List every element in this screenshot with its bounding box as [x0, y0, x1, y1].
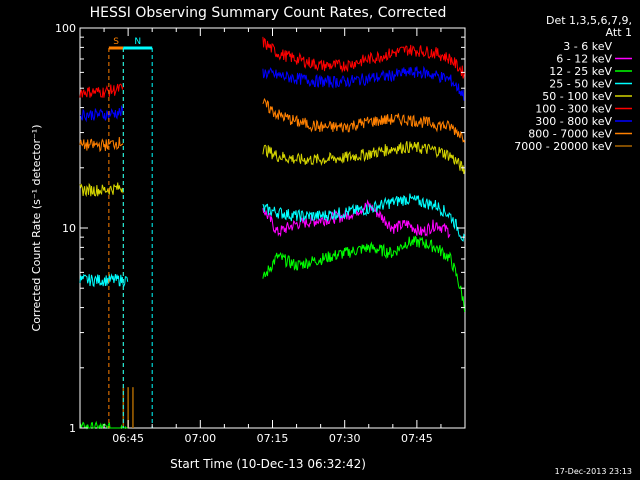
series-line — [262, 235, 466, 312]
legend-entry-label: 6 - 12 keV — [556, 53, 612, 66]
legend-header-line-2: Att 1 — [606, 26, 632, 39]
legend-entry-label: 25 - 50 keV — [549, 78, 612, 91]
y-axis-label: Corrected Count Rate (s⁻¹ detector⁻¹) — [30, 125, 43, 332]
series-line — [79, 83, 124, 98]
legend-entry-label: 50 - 100 keV — [542, 90, 612, 103]
series-line — [262, 97, 466, 143]
x-tick-label: 06:45 — [112, 432, 144, 445]
series-3 — [79, 193, 466, 288]
legend-header-line-1: Det 1,3,5,6,7,9, — [546, 14, 632, 27]
flag-label: S — [113, 37, 119, 47]
legend-entry-label: 7000 - 20000 keV — [514, 140, 612, 153]
y-tick-label: 100 — [55, 22, 76, 35]
series-line — [262, 65, 465, 101]
series-2 — [79, 235, 466, 430]
series-line — [262, 193, 466, 242]
series-4 — [79, 141, 466, 198]
legend-entry-label: 12 - 25 keV — [549, 65, 612, 78]
chart-title: HESSI Observing Summary Count Rates, Cor… — [90, 5, 447, 21]
x-tick-label: 07:30 — [329, 432, 361, 445]
series-line — [262, 36, 466, 79]
legend-entry-label: 300 - 800 keV — [535, 115, 612, 128]
x-axis-label: Start Time (10-Dec-13 06:32:42) — [170, 457, 366, 471]
y-tick-label: 10 — [62, 222, 76, 235]
series-line — [262, 141, 466, 175]
plot-layer: S N 1 10 100 06:45 07:00 07:15 07:30 07:45 — [55, 22, 466, 445]
series-7 — [79, 97, 466, 153]
series-6 — [79, 65, 465, 123]
series-line — [79, 137, 124, 153]
footer-date: 17-Dec-2013 23:13 — [555, 467, 632, 476]
series-5 — [79, 36, 466, 98]
series-line — [79, 273, 129, 288]
x-tick-label: 07:15 — [257, 432, 289, 445]
series-line — [79, 104, 124, 123]
series-0 — [262, 285, 451, 333]
legend-entry-label: 800 - 7000 keV — [528, 128, 612, 141]
x-tick-label: 07:00 — [184, 432, 216, 445]
series-line — [262, 285, 451, 333]
series-line — [79, 182, 124, 198]
legend-entry-label: 100 - 300 keV — [535, 103, 612, 116]
flag-label: N — [134, 37, 141, 47]
y-tick-label: 1 — [69, 422, 76, 435]
legend-entry-label: 3 - 6 keV — [563, 40, 612, 53]
x-tick-label: 07:45 — [401, 432, 433, 445]
